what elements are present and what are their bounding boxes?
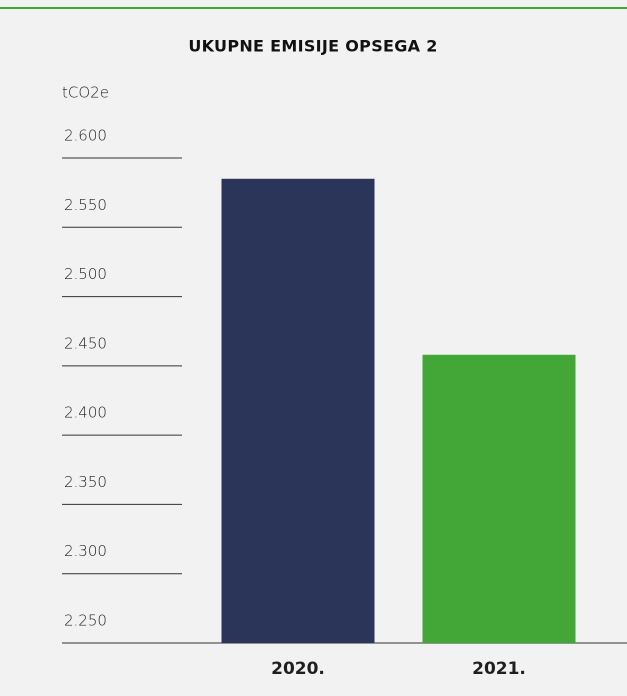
bar (221, 178, 375, 644)
y-tick-label: 2.250 (64, 612, 107, 630)
y-tick-label: 2.450 (64, 334, 107, 352)
y-axis-label: tCO2e (62, 84, 109, 102)
y-tick-label: 2.500 (64, 265, 107, 283)
bar (422, 354, 576, 643)
x-tick-label: 2020. (271, 659, 325, 679)
x-tick-label: 2021. (472, 659, 526, 679)
y-tick-label: 2.550 (64, 196, 107, 214)
chart-title: UKUPNE EMISIJE OPSEGA 2 (188, 37, 437, 56)
y-tick-label: 2.400 (64, 404, 107, 422)
y-tick-label: 2.600 (64, 127, 107, 145)
y-tick-label: 2.300 (64, 542, 107, 560)
y-tick-label: 2.350 (64, 473, 107, 491)
